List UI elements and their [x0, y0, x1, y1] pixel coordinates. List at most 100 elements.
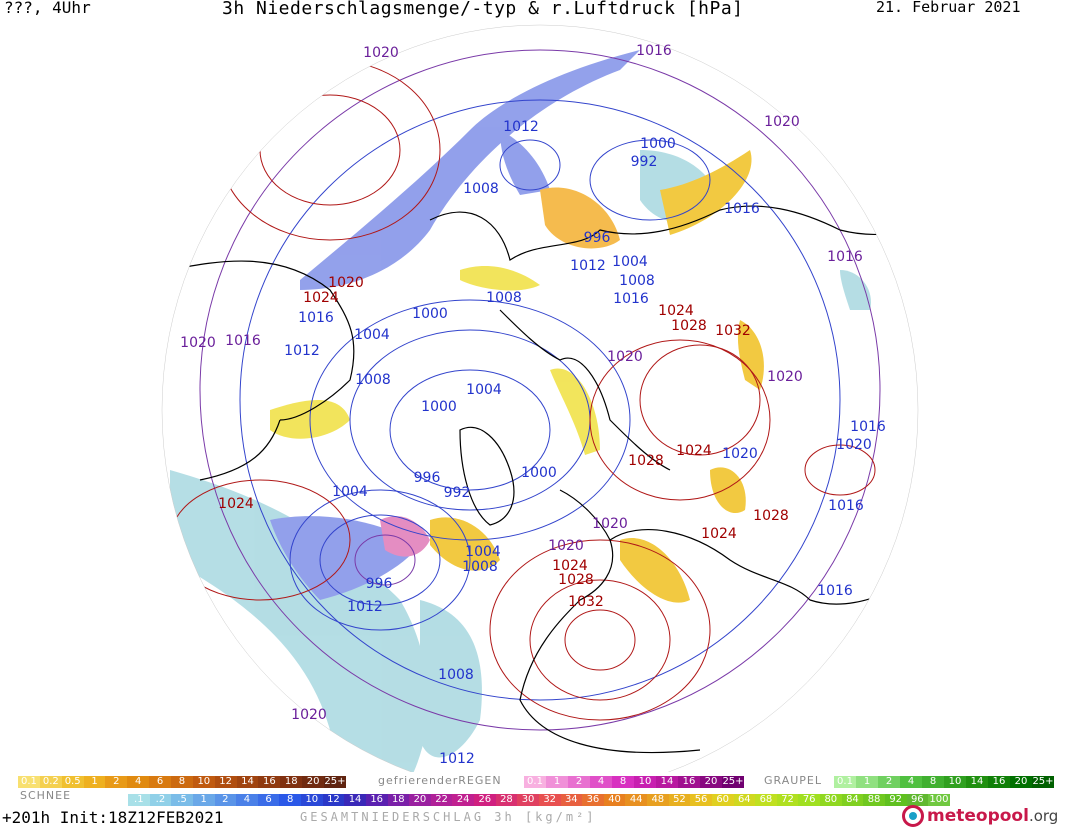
pressure-label: 1016	[850, 419, 886, 435]
pressure-label: 1020	[180, 335, 216, 351]
scale-step: 34	[560, 794, 583, 806]
scale-step: 20	[1010, 776, 1032, 788]
scale-step: 14	[344, 794, 366, 806]
scale-step: 64	[733, 794, 756, 806]
scale-step: 12	[322, 794, 345, 806]
total-precip-label: GESAMTNIEDERSCHLAG 3h [kg/m²]	[300, 810, 597, 824]
scale-step: 68	[755, 794, 777, 806]
pressure-label: 996	[584, 230, 611, 246]
pressure-label: 1008	[462, 559, 498, 575]
scale-step: 0.1	[834, 776, 856, 788]
pressure-label: 1012	[347, 599, 383, 615]
scale-step: 14	[966, 776, 988, 788]
scale-step: 16	[678, 776, 700, 788]
pressure-label: 1008	[355, 372, 391, 388]
pressure-label: 996	[414, 470, 441, 486]
pressure-label: 1000	[412, 306, 448, 322]
pressure-label: 1028	[628, 453, 664, 469]
scale-step: 80	[820, 794, 842, 806]
pressure-label: 1004	[354, 327, 390, 343]
scale-step: 8	[279, 794, 301, 806]
scale-step: 16	[258, 776, 281, 788]
scale-step: .1	[128, 794, 150, 806]
scale-step: 72	[776, 794, 799, 806]
pressure-labels: 1020 1016 1012 1000 992 1020 1008 1016 996 1012 10…	[180, 43, 886, 767]
scale-step: 6	[149, 776, 172, 788]
pressure-label: 1020	[291, 707, 327, 723]
freezing-rain-label: gefrierenderREGEN	[378, 774, 502, 787]
scale-step: 30	[517, 794, 539, 806]
scale-step: 10	[301, 794, 323, 806]
pressure-label: 1016	[828, 498, 864, 514]
scale-step: 36	[582, 794, 604, 806]
forecast-time: ???, 4Uhr	[4, 0, 91, 17]
pressure-label: 1020	[764, 114, 800, 130]
pressure-label: 1020	[592, 516, 628, 532]
logo-tld: .org	[1028, 807, 1059, 825]
pressure-label: 1008	[619, 273, 655, 289]
graupel-label: GRAUPEL	[764, 774, 823, 787]
pressure-label: 1016	[613, 291, 649, 307]
pressure-label: 1020	[607, 349, 643, 365]
pressure-label: 1020	[836, 437, 872, 453]
scale-step: 1	[83, 776, 106, 788]
pressure-label: 1024	[658, 303, 694, 319]
scale-step: 96	[906, 794, 929, 806]
pressure-label: 1004	[465, 544, 501, 560]
scale-step: 8	[171, 776, 193, 788]
scale-step: 2	[568, 776, 590, 788]
isobar-layer	[169, 49, 881, 731]
logo-icon	[902, 805, 924, 827]
scale-step: 1	[192, 794, 215, 806]
pressure-label: 992	[444, 485, 471, 501]
pressure-label: 1020	[767, 369, 803, 385]
pressure-label: 1020	[363, 45, 399, 61]
pressure-label: 1008	[438, 667, 474, 683]
pressure-label: 1000	[421, 399, 457, 415]
pressure-label: 1032	[715, 323, 751, 339]
polar-pressure-map: 1020 1016 1012 1000 992 1020 1008 1016 996 1012 10…	[161, 24, 919, 772]
scale-step: 8	[922, 776, 944, 788]
freezing-rain-scale: 0.1 1 2 4 8 10 14 16 20 25+	[524, 776, 744, 788]
pressure-label: 996	[366, 576, 393, 592]
pressure-label: 1012	[439, 751, 475, 767]
scale-step: 2	[105, 776, 128, 788]
scale-step: .5	[171, 794, 193, 806]
scale-step: 18	[280, 776, 303, 788]
pressure-label: 1024	[676, 443, 712, 459]
scale-step: 0.1	[18, 776, 40, 788]
scale-step: 28	[495, 794, 518, 806]
scale-step: 2	[214, 794, 237, 806]
precipitation-legend: 0.1 0.2 0.5 1 2 4 6 8 10 12 14 16 18 20 25+ SCHNEE gef…	[0, 772, 1080, 833]
scale-step: 48	[647, 794, 669, 806]
scale-step: 44	[625, 794, 647, 806]
logo-brand: meteopool	[927, 806, 1029, 826]
scale-step: 76	[798, 794, 820, 806]
scale-step: 4	[127, 776, 150, 788]
scale-step: 25+	[722, 776, 744, 788]
scale-step: 10	[192, 776, 215, 788]
scale-step: 26	[474, 794, 496, 806]
pressure-label: 992	[631, 154, 658, 170]
scale-step: 20	[700, 776, 722, 788]
scale-step: 16	[365, 794, 388, 806]
scale-step: 0.1	[524, 776, 546, 788]
snow-scale: 0.1 0.2 0.5 1 2 4 6 8 10 12 14 16 18 20 25+	[18, 776, 346, 788]
scale-step: 18	[387, 794, 410, 806]
pressure-label: 1016	[298, 310, 334, 326]
scale-step: 8	[612, 776, 634, 788]
scale-step: 22	[430, 794, 453, 806]
meteopool-logo[interactable]: meteopool .org	[902, 803, 1058, 829]
pressure-label: 1012	[503, 119, 539, 135]
scale-step: 84	[841, 794, 864, 806]
pressure-label: 1008	[486, 290, 522, 306]
pressure-label: 1020	[722, 446, 758, 462]
pressure-label: 1004	[466, 382, 502, 398]
pressure-label: 1004	[332, 484, 368, 500]
scale-step: 1	[856, 776, 878, 788]
scale-step: 4	[900, 776, 922, 788]
pressure-label: 1016	[817, 583, 853, 599]
scale-step: 60	[711, 794, 734, 806]
scale-step: 10	[944, 776, 966, 788]
scale-step: 0.2	[39, 776, 62, 788]
